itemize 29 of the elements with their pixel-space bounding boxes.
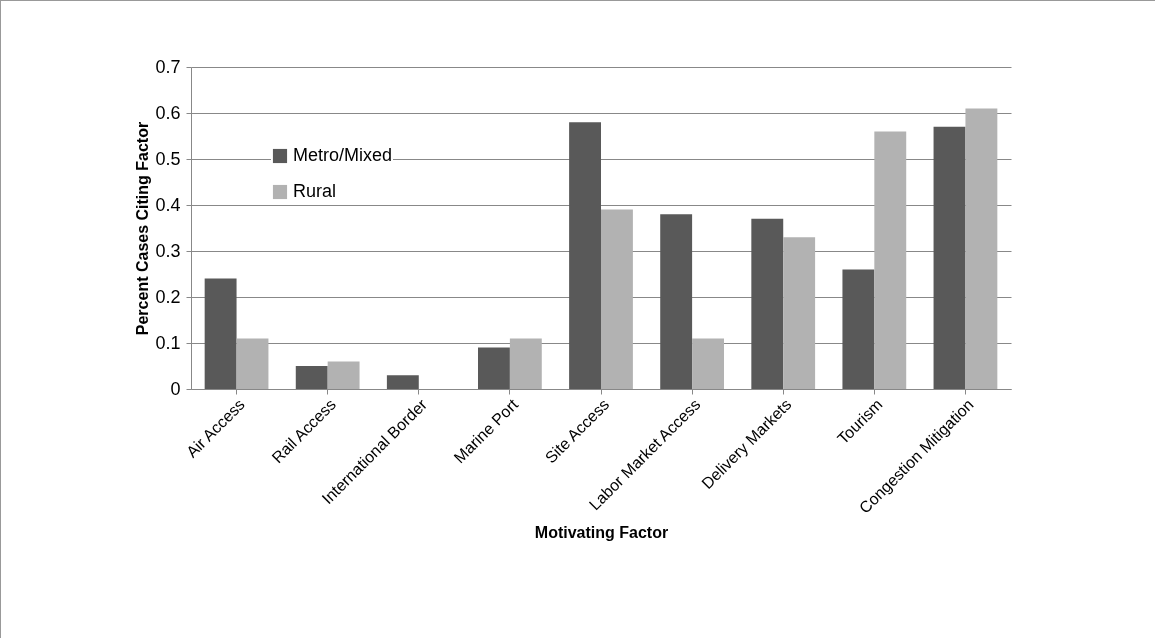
y-axis-title: Percent Cases Citing Factor [134, 121, 152, 336]
bar [842, 269, 875, 389]
y-tick-label: 0.1 [155, 332, 181, 353]
bar [601, 209, 633, 389]
bar [386, 375, 419, 389]
y-tick-label: 0.3 [155, 240, 181, 261]
bar [933, 126, 966, 389]
bar [751, 218, 784, 389]
bar [660, 214, 693, 389]
bar [569, 122, 601, 389]
bar [965, 108, 998, 389]
y-tick-label: 0.6 [155, 102, 181, 123]
bar [295, 366, 328, 389]
bar [874, 131, 907, 389]
bar [204, 278, 237, 389]
y-tick-label: 0 [170, 378, 181, 399]
bar [236, 338, 269, 389]
bar [783, 237, 816, 389]
x-axis-title: Motivating Factor [534, 523, 669, 541]
bar [327, 361, 360, 389]
y-tick-label: 0.5 [155, 148, 181, 169]
bar [509, 338, 542, 389]
legend-label: Rural [293, 181, 337, 201]
y-tick-label: 0.7 [155, 56, 181, 77]
y-tick-label: 0.4 [155, 194, 181, 215]
legend-label: Metro/Mixed [293, 145, 393, 165]
bar [478, 347, 510, 389]
bar [692, 338, 724, 389]
y-tick-label: 0.2 [155, 286, 181, 307]
